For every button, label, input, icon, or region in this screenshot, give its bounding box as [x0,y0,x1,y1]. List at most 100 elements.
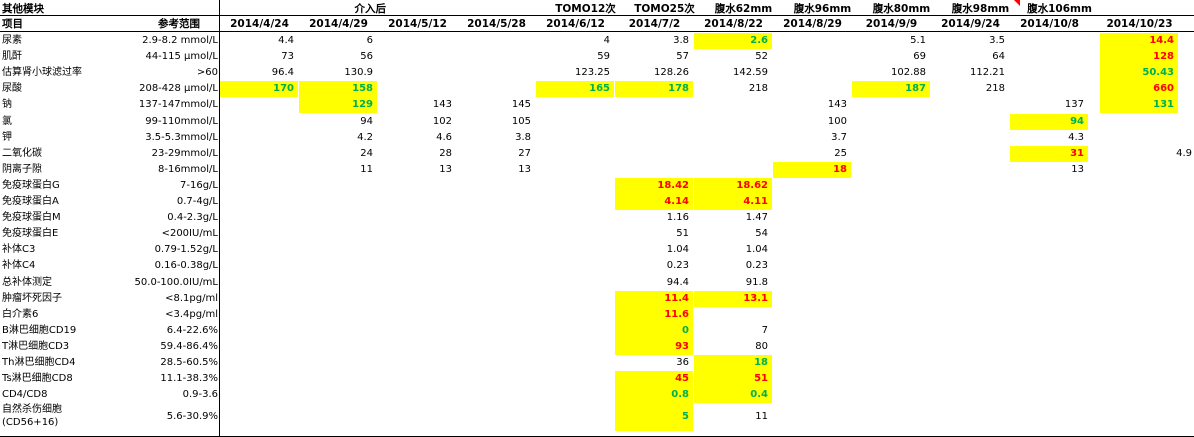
result-cell[interactable]: 0 [615,322,693,339]
result-cell[interactable]: 1.04 [745,244,768,256]
result-cell[interactable] [536,242,614,258]
result-cell[interactable] [931,323,1009,339]
result-cell[interactable] [536,97,614,113]
result-cell[interactable] [773,178,851,194]
result-cell[interactable] [536,130,614,146]
result-cell[interactable] [536,387,614,403]
result-cell[interactable] [1010,210,1088,226]
result-cell[interactable]: 4.14 [615,194,693,210]
result-cell[interactable] [1100,339,1178,355]
result-cell[interactable] [378,242,456,258]
result-cell[interactable] [378,387,456,403]
result-cell[interactable] [299,226,377,242]
result-cell[interactable] [1100,194,1178,210]
result-cell[interactable] [536,291,614,307]
result-cell[interactable] [852,371,930,387]
result-cell[interactable] [931,146,1009,162]
result-cell[interactable] [457,242,535,258]
result-cell[interactable] [1010,33,1088,49]
result-cell[interactable]: 51 [694,371,772,388]
result-cell[interactable] [220,307,298,323]
result-cell[interactable] [773,387,851,403]
result-cell[interactable] [1010,226,1088,242]
result-cell[interactable] [1100,114,1178,130]
result-cell[interactable]: 218 [985,83,1005,95]
result-cell[interactable] [220,323,298,339]
result-cell[interactable] [694,307,772,323]
result-cell[interactable] [931,387,1009,403]
result-cell[interactable] [220,226,298,242]
result-cell[interactable] [378,403,456,431]
result-cell[interactable] [220,371,298,387]
result-cell[interactable] [852,403,930,431]
result-cell[interactable]: 73 [281,51,294,63]
result-cell[interactable] [773,403,851,431]
result-cell[interactable] [378,307,456,323]
result-cell[interactable] [220,403,298,431]
result-cell[interactable]: 11 [755,411,768,423]
result-cell[interactable] [299,307,377,323]
result-cell[interactable] [220,339,298,355]
result-cell[interactable] [378,49,456,65]
result-cell[interactable] [1010,242,1088,258]
result-cell[interactable]: 64 [992,51,1005,63]
result-cell[interactable] [773,33,851,49]
result-cell[interactable]: 0.23 [745,260,768,272]
result-cell[interactable] [852,291,930,307]
result-cell[interactable]: 129 [299,97,377,114]
result-cell[interactable] [536,194,614,210]
result-cell[interactable] [773,194,851,210]
result-cell[interactable] [694,114,772,130]
result-cell[interactable]: 660 [1100,81,1178,98]
result-cell[interactable]: 18.42 [615,177,693,194]
result-cell[interactable] [457,210,535,226]
result-cell[interactable]: 1.16 [666,212,689,224]
result-cell[interactable] [536,162,614,178]
result-cell[interactable] [220,194,298,210]
result-cell[interactable] [536,371,614,387]
result-cell[interactable] [536,146,614,162]
result-cell[interactable] [1010,194,1088,210]
result-cell[interactable] [615,97,693,113]
result-cell[interactable] [931,162,1009,178]
result-cell[interactable]: 128 [1100,49,1178,66]
result-cell[interactable] [931,226,1009,242]
result-cell[interactable] [457,258,535,274]
result-cell[interactable] [378,226,456,242]
result-cell[interactable]: 158 [299,81,377,98]
result-cell[interactable]: 0.4 [694,387,772,404]
result-cell[interactable] [299,403,377,431]
result-cell[interactable] [299,355,377,371]
result-cell[interactable] [1100,371,1178,387]
result-cell[interactable] [378,323,456,339]
result-cell[interactable]: 13 [518,163,531,175]
result-cell[interactable]: 59 [597,51,610,63]
result-cell[interactable]: 11 [360,163,373,175]
result-cell[interactable] [852,162,930,178]
result-cell[interactable] [773,323,851,339]
result-cell[interactable] [220,130,298,146]
result-cell[interactable] [378,178,456,194]
result-cell[interactable] [1010,371,1088,387]
result-cell[interactable] [220,387,298,403]
result-cell[interactable] [457,194,535,210]
result-cell[interactable]: 80 [755,340,768,352]
result-cell[interactable] [536,307,614,323]
result-cell[interactable]: 145 [511,99,531,111]
result-cell[interactable]: 5 [615,403,693,432]
result-cell[interactable]: 3.7 [831,131,847,143]
result-cell[interactable] [1010,403,1088,431]
result-cell[interactable] [1010,275,1088,291]
result-cell[interactable] [852,210,930,226]
result-cell[interactable] [773,49,851,65]
result-cell[interactable] [457,275,535,291]
result-cell[interactable]: 56 [360,51,373,63]
result-cell[interactable]: 28 [439,147,452,159]
result-cell[interactable] [852,339,930,355]
result-cell[interactable]: 18 [694,355,772,371]
result-cell[interactable] [536,339,614,355]
result-cell[interactable] [1100,210,1178,226]
result-cell[interactable] [694,146,772,162]
result-cell[interactable]: 54 [755,228,768,240]
result-cell[interactable] [773,65,851,81]
